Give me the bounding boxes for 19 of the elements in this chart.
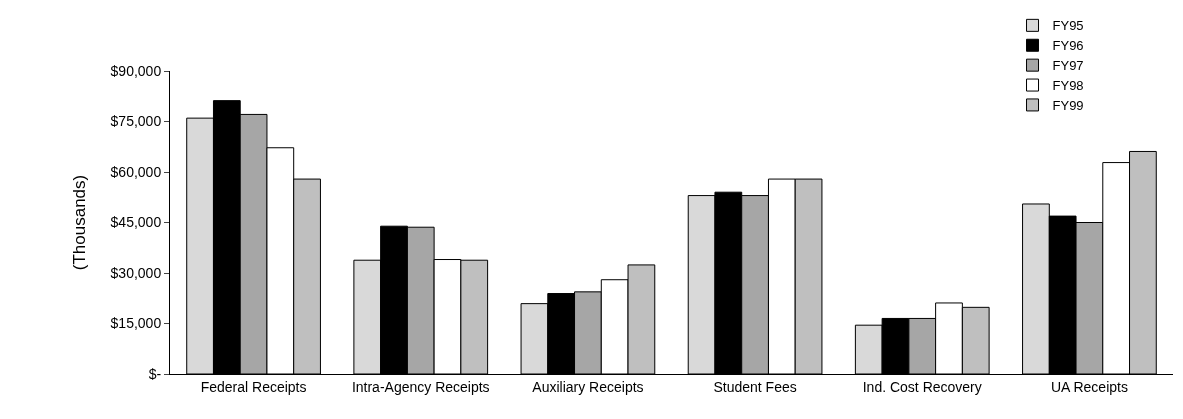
legend-label: FY95 [1052,18,1084,34]
legend-label: FY98 [1052,78,1084,94]
y-tick-label: $90,000 [110,62,162,79]
y-tick-label: $45,000 [110,214,162,231]
x-tick-label: Student Fees [713,378,797,395]
x-tick-label: Federal Receipts [200,378,307,395]
legend-label: FY99 [1052,98,1084,114]
x-tick-label: Ind. Cost Recovery [862,378,982,395]
legend-label: FY96 [1052,38,1084,54]
y-tick-label: $75,000 [110,113,162,130]
y-tick-label: $30,000 [110,264,162,281]
x-tick-label: Intra-Agency Receipts [351,378,490,395]
y-tick-label: $- [148,365,162,382]
y-tick-label: $15,000 [110,315,162,332]
legend-label: FY97 [1052,58,1084,74]
x-tick-label: UA Receipts [1050,378,1128,395]
y-tick-label: $60,000 [110,163,162,180]
y-axis-title: (Thousands) [70,174,90,271]
x-tick-label: Auxiliary Receipts [532,378,644,395]
